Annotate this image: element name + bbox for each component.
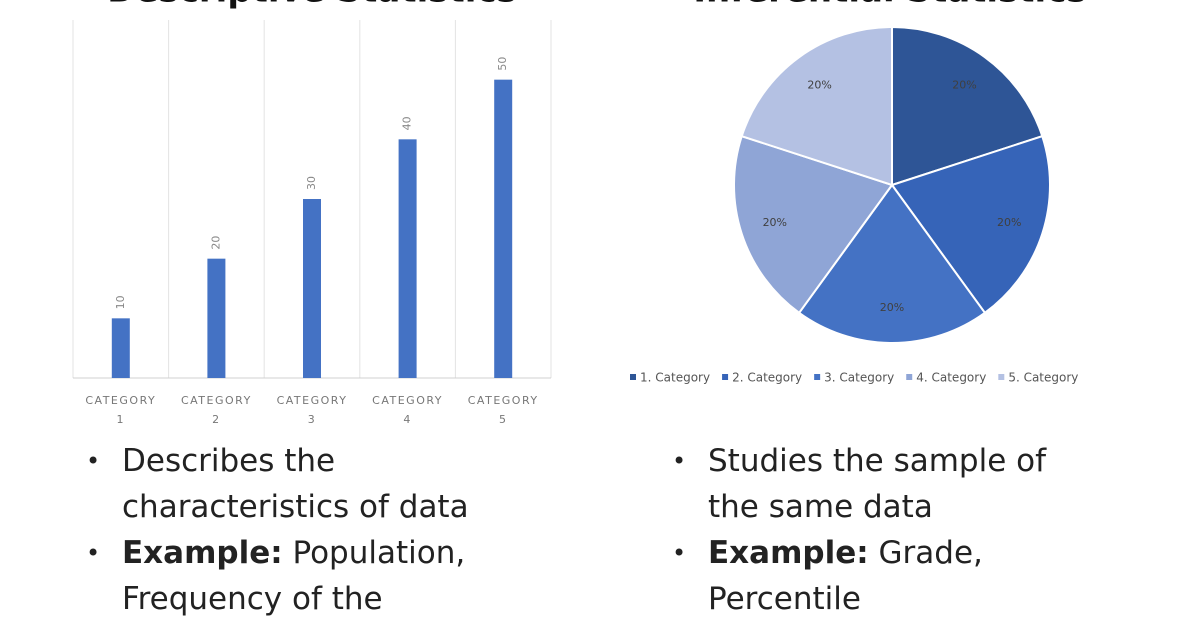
x-tick-label: CATEGORY bbox=[277, 394, 348, 407]
bold-label: Example: bbox=[708, 535, 869, 571]
chart-title: Descriptive Statistics bbox=[107, 0, 517, 11]
x-tick-label: 4 bbox=[403, 413, 412, 426]
value-label: 20% bbox=[997, 216, 1021, 229]
x-tick-label: 2 bbox=[212, 413, 221, 426]
bullet-text: Studies the sample of the same data bbox=[708, 443, 1047, 525]
x-tick-label: 1 bbox=[117, 413, 126, 426]
x-tick-label: CATEGORY bbox=[468, 394, 539, 407]
bullet-text: Describes the characteristics of data bbox=[122, 443, 469, 525]
value-label: 20% bbox=[880, 301, 904, 314]
bullet-item: Describes the characteristics of data bbox=[86, 438, 506, 530]
value-label: 20% bbox=[763, 216, 787, 229]
legend-label: 5. Category bbox=[1008, 371, 1078, 385]
bullet-item: Studies the sample of the same data bbox=[672, 438, 1092, 530]
legend-swatch bbox=[814, 374, 821, 380]
pie-slice bbox=[891, 25, 1044, 187]
value-label: 50 bbox=[496, 57, 509, 71]
chart-title: Inferential Statistics bbox=[693, 0, 1086, 11]
bar bbox=[303, 199, 321, 378]
bar bbox=[207, 258, 226, 378]
legend-label: 4. Category bbox=[916, 371, 986, 385]
bullet-item: Example: Grade, Percentile bbox=[672, 530, 1092, 622]
legend-swatch bbox=[722, 374, 729, 380]
value-label: 20 bbox=[209, 236, 222, 250]
bullet-text: Grade, Percentile bbox=[708, 535, 983, 617]
x-tick-label: 5 bbox=[499, 413, 508, 426]
x-tick-label: 3 bbox=[308, 413, 317, 426]
bullet-item: Example: Population, Frequency of the bbox=[86, 530, 506, 622]
value-label: 20% bbox=[807, 78, 831, 91]
right-panel: Studies the sample of the same dataExamp… bbox=[672, 438, 1092, 622]
pie-slice bbox=[733, 134, 894, 315]
legend: 1. Category 2. Category 3. Category 4. Cate… bbox=[630, 371, 1078, 385]
x-tick-label: CATEGORY bbox=[85, 394, 156, 407]
bar bbox=[398, 139, 417, 378]
value-label: 30 bbox=[305, 176, 318, 190]
x-tick-label: CATEGORY bbox=[372, 394, 443, 407]
left-panel: Describes the characteristics of dataExa… bbox=[86, 438, 506, 622]
pie-slice bbox=[740, 25, 893, 187]
value-label: 40 bbox=[401, 116, 414, 130]
pie-slice bbox=[797, 183, 987, 344]
legend-label: 3. Category bbox=[824, 371, 894, 385]
x-tick-label: CATEGORY bbox=[181, 394, 252, 407]
bullet-text: Population, Frequency of the bbox=[122, 535, 466, 617]
pie-slice bbox=[890, 134, 1051, 315]
value-label: 20% bbox=[952, 78, 976, 91]
legend-label: 1. Category bbox=[640, 371, 710, 385]
legend-swatch bbox=[998, 374, 1005, 380]
legend-label: 2. Category bbox=[732, 371, 802, 385]
legend-swatch bbox=[906, 374, 913, 380]
legend-swatch bbox=[630, 374, 636, 380]
bar bbox=[111, 318, 130, 378]
bar bbox=[494, 79, 513, 379]
bold-label: Example: bbox=[122, 535, 283, 571]
value-label: 10 bbox=[114, 295, 127, 309]
